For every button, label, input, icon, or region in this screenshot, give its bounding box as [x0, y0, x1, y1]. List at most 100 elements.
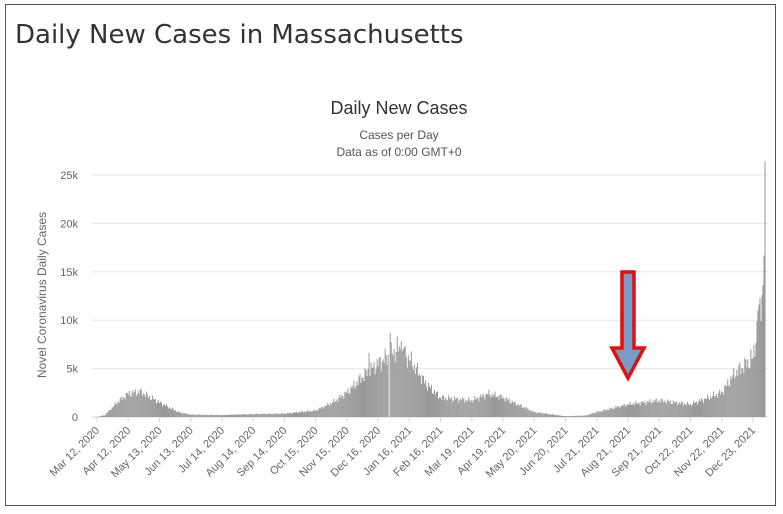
daily-bar — [230, 414, 232, 417]
daily-bar — [157, 400, 159, 417]
daily-bar — [451, 397, 453, 417]
daily-bar — [580, 415, 582, 417]
daily-bar — [459, 399, 461, 417]
daily-bar — [298, 412, 300, 417]
daily-bar — [690, 405, 692, 417]
daily-bar — [653, 402, 655, 417]
daily-bar — [553, 414, 555, 417]
daily-bar — [197, 414, 199, 417]
daily-bar — [540, 412, 542, 417]
daily-bar — [753, 344, 755, 417]
daily-bar — [720, 394, 722, 417]
daily-bar — [220, 415, 222, 417]
daily-bar — [385, 354, 387, 417]
y-tick-label: 10k — [60, 315, 78, 327]
daily-bar — [705, 398, 707, 417]
daily-bar — [302, 411, 304, 417]
daily-bar — [713, 391, 715, 417]
daily-bar — [304, 411, 306, 417]
daily-bar — [748, 368, 750, 417]
daily-bar — [131, 390, 133, 417]
daily-bar — [479, 396, 481, 417]
daily-bar — [209, 414, 211, 417]
daily-bar — [279, 414, 281, 417]
daily-bar — [467, 401, 469, 417]
daily-bar — [203, 414, 205, 417]
daily-bar — [630, 404, 632, 417]
daily-bar — [205, 414, 207, 417]
daily-bar — [113, 405, 115, 417]
daily-bar — [367, 369, 369, 417]
daily-bar — [123, 397, 125, 417]
daily-bar — [401, 351, 403, 417]
daily-bar — [545, 413, 547, 417]
daily-bar — [271, 414, 273, 417]
daily-bar — [493, 394, 495, 417]
daily-bar — [283, 413, 285, 417]
daily-bar — [344, 392, 346, 417]
daily-bar — [411, 366, 413, 417]
daily-bar — [680, 401, 682, 417]
daily-bar — [258, 413, 260, 417]
daily-bar — [380, 371, 382, 417]
daily-bar — [428, 386, 430, 417]
daily-bar — [431, 384, 433, 417]
daily-bar — [575, 415, 577, 417]
daily-bar — [254, 414, 256, 417]
daily-bar — [537, 412, 539, 417]
daily-bar — [572, 415, 574, 417]
daily-bar — [438, 398, 440, 417]
daily-bar — [463, 398, 465, 417]
daily-bar — [358, 376, 360, 417]
daily-bar — [437, 391, 439, 417]
daily-bar — [426, 390, 428, 417]
daily-bar — [317, 411, 319, 417]
daily-bar — [110, 409, 112, 417]
daily-bar — [346, 393, 348, 417]
daily-bar — [450, 399, 452, 417]
daily-bar — [611, 408, 613, 417]
daily-bar — [248, 414, 250, 417]
daily-bar — [571, 416, 573, 417]
y-tick-label: 5k — [66, 364, 78, 376]
daily-bar — [585, 415, 587, 417]
daily-bar — [608, 409, 610, 417]
daily-bar — [505, 396, 507, 417]
daily-bar — [508, 398, 510, 417]
daily-bar — [236, 414, 238, 417]
annotation-arrow — [609, 270, 647, 382]
daily-bar — [334, 401, 336, 417]
daily-bar — [754, 356, 756, 417]
daily-bar — [613, 409, 615, 417]
daily-bar — [605, 410, 607, 417]
daily-bar — [702, 399, 704, 417]
daily-bar — [730, 376, 732, 417]
daily-bar — [762, 285, 764, 417]
daily-bar — [352, 385, 354, 417]
daily-bar — [238, 414, 240, 417]
daily-bar — [340, 398, 342, 417]
daily-bar — [121, 399, 123, 417]
daily-bar — [371, 368, 373, 417]
daily-bar — [351, 388, 353, 417]
daily-bar — [149, 399, 151, 417]
daily-bar — [432, 393, 434, 417]
daily-bar — [670, 404, 672, 417]
daily-bar — [651, 403, 653, 417]
daily-bar — [289, 412, 291, 417]
daily-bar — [309, 411, 311, 417]
daily-bar — [516, 405, 518, 417]
daily-bar — [664, 402, 666, 417]
daily-bar — [107, 412, 109, 417]
daily-bar — [243, 413, 245, 417]
daily-bar — [729, 386, 731, 417]
daily-bar — [649, 399, 651, 417]
daily-bar — [288, 413, 290, 417]
daily-bar — [170, 408, 172, 417]
daily-bar — [689, 403, 691, 417]
daily-bar — [708, 398, 710, 417]
daily-bar — [384, 348, 386, 417]
daily-bar — [349, 394, 351, 417]
daily-bar — [244, 414, 246, 417]
daily-bar — [607, 410, 609, 417]
